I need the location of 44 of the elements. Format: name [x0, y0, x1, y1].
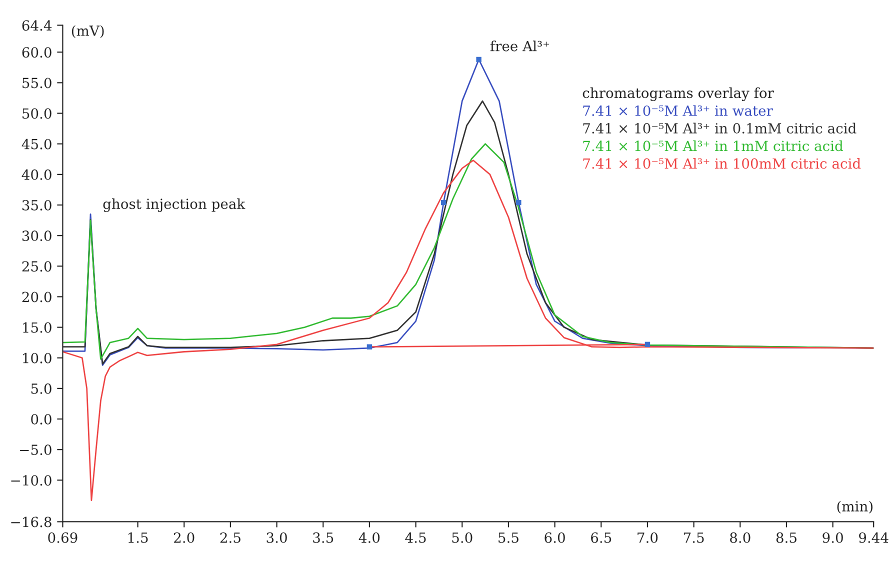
y-tick-label: −10.0 [11, 475, 52, 486]
text: 7.41 × 10⁻⁵M Al³⁺ in 100mM citric acid [583, 158, 861, 169]
y-tick-label: 25.0 [22, 261, 52, 272]
y-tick-label: 15.0 [23, 322, 52, 333]
x-tick-label: 5.5 [498, 532, 518, 543]
text: 7.41 × 10⁻⁵M Al³⁺ in water [583, 105, 773, 116]
y-tick-label: 55.0 [22, 78, 52, 88]
annotation: free Al³⁺ [490, 40, 550, 52]
y-tick-label: 30.0 [22, 230, 52, 242]
x-tick-label: 7.0 [638, 532, 658, 543]
x-tick-label: 3.0 [266, 532, 287, 543]
x-tick-label: 3.5 [313, 532, 334, 543]
x-tick-label: 9.44 [859, 532, 888, 543]
x-tick-label: 4.5 [405, 532, 426, 543]
x-tick-label: 8.5 [776, 532, 796, 543]
y-tick-label: −5.0 [20, 444, 52, 456]
y-axis-title: (mV) [72, 25, 104, 38]
x-tick-label: 9.0 [822, 532, 843, 543]
y-tick-label: 60.0 [22, 47, 52, 58]
x-tick-label: 2.0 [174, 532, 194, 543]
text: 7.41 × 10⁻⁵M Al³⁺ in 0.1mM citric acid [583, 122, 856, 134]
y-tick-label: 50.0 [22, 108, 52, 119]
x-tick-label: 2.5 [220, 532, 240, 543]
y-tick-label: 5.0 [31, 383, 52, 394]
y-tick-label: 40.0 [22, 169, 52, 180]
x-tick-label: 4.0 [358, 532, 380, 543]
x-axis-title: (min) [837, 500, 872, 514]
annotation: ghost injection peak [103, 198, 246, 212]
y-tick-label: 45.0 [22, 138, 52, 150]
x-tick-label: 8.0 [730, 532, 750, 543]
text: 7.41 × 10⁻⁵M Al³⁺ in 1mM citric acid [583, 140, 844, 152]
x-tick-label: 6.5 [591, 532, 612, 543]
x-tick-label: 1.5 [128, 532, 148, 543]
y-tick-label: −16.8 [11, 516, 52, 528]
y-tick-label: 35.0 [22, 200, 52, 210]
x-tick-label: 0.69 [48, 532, 78, 543]
y-tick-label: 64.4 [22, 20, 52, 31]
x-tick-label: 7.5 [684, 532, 704, 543]
x-tick-label: 5.0 [452, 532, 472, 543]
y-tick-label: 0.0 [31, 414, 52, 424]
x-tick-label: 6.0 [544, 532, 565, 543]
y-tick-label: 20.0 [22, 292, 52, 302]
legend-title: chromatograms overlay for [582, 87, 774, 102]
y-tick-label: 10.0 [23, 352, 52, 364]
